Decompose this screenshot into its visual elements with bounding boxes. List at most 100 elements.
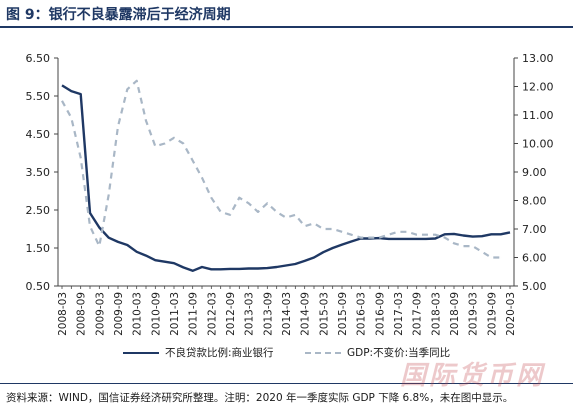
data-point-gdp <box>257 211 259 213</box>
series-layer <box>61 79 511 272</box>
data-point-gdp <box>173 137 175 139</box>
data-point-gdp <box>61 100 63 102</box>
left-tick-label: 2.50 <box>26 204 51 217</box>
legend-swatch-gdp <box>305 352 341 354</box>
data-point-gdp <box>406 231 408 233</box>
data-point-npl <box>453 233 455 235</box>
left-tick-label: 3.50 <box>26 166 51 179</box>
data-point-gdp <box>481 251 483 253</box>
data-point-gdp <box>201 177 203 179</box>
right-tick-label: 11.00 <box>522 109 554 122</box>
data-point-npl <box>388 238 390 240</box>
data-point-npl <box>257 268 259 270</box>
x-axis: 2008-03 2008-09 2009-03 2009-09 2010-03 2010-… <box>57 285 517 336</box>
data-point-npl <box>304 260 306 262</box>
data-point-gdp <box>472 245 474 247</box>
data-point-npl <box>425 238 427 240</box>
x-tick-label: 2017-09 <box>412 292 424 336</box>
source-rule <box>0 383 573 384</box>
series-line-npl <box>61 84 511 272</box>
left-tick-label: 6.50 <box>26 52 51 65</box>
data-point-gdp <box>154 145 156 147</box>
data-point-gdp <box>126 88 128 90</box>
data-point-gdp <box>453 242 455 244</box>
right-tick-label: 8.00 <box>522 195 547 208</box>
left-y-axis: 0.50 1.50 2.50 3.50 4.50 5.50 6.50 <box>26 52 59 293</box>
x-tick-label: 2020-03 <box>505 292 517 336</box>
data-point-gdp <box>444 237 446 239</box>
right-tick-label: 13.00 <box>522 52 554 65</box>
data-point-npl <box>80 93 82 95</box>
data-point-npl <box>397 238 399 240</box>
x-tick-label: 2014-03 <box>281 292 293 336</box>
data-point-gdp <box>462 245 464 247</box>
data-point-gdp <box>304 225 306 227</box>
data-point-npl <box>462 234 464 236</box>
data-point-gdp <box>89 225 91 227</box>
x-tick-label: 2017-03 <box>393 292 405 336</box>
left-tick-label: 5.50 <box>26 90 51 103</box>
data-point-npl <box>350 241 352 243</box>
data-point-gdp <box>276 211 278 213</box>
x-tick-label: 2009-03 <box>94 292 106 336</box>
data-point-gdp <box>266 202 268 204</box>
data-point-npl <box>70 90 72 92</box>
data-point-npl <box>173 262 175 264</box>
data-point-npl <box>406 238 408 240</box>
data-point-npl <box>210 268 212 270</box>
data-point-npl <box>285 264 287 266</box>
right-tick-label: 10.00 <box>522 138 554 151</box>
chart-legend: 不良贷款比例:商业银行 GDP:不变价:当季同比 <box>0 343 573 363</box>
data-point-npl <box>276 266 278 268</box>
data-point-npl <box>472 236 474 238</box>
left-tick-label: 0.50 <box>26 280 51 293</box>
data-point-gdp <box>425 234 427 236</box>
data-point-npl <box>182 266 184 268</box>
data-point-npl <box>164 261 166 263</box>
data-point-gdp <box>182 143 184 145</box>
right-tick-label: 6.00 <box>522 252 547 265</box>
x-tick-label: 2019-09 <box>486 292 498 336</box>
data-point-npl <box>341 244 343 246</box>
right-tick-label: 5.00 <box>522 280 547 293</box>
right-tick-label: 9.00 <box>522 166 547 179</box>
legend-label-gdp: GDP:不变价:当季同比 <box>347 347 451 359</box>
right-tick-label: 7.00 <box>522 223 547 236</box>
data-point-npl <box>416 238 418 240</box>
data-point-gdp <box>70 117 72 119</box>
legend-label-npl: 不良贷款比例:商业银行 <box>165 347 274 359</box>
data-point-npl <box>500 233 502 235</box>
data-point-npl <box>192 270 194 272</box>
data-point-npl <box>136 251 138 253</box>
data-point-gdp <box>397 231 399 233</box>
data-point-npl <box>98 226 100 228</box>
x-tick-label: 2012-03 <box>206 292 218 336</box>
data-point-gdp <box>490 257 492 259</box>
x-tick-label: 2019-03 <box>468 292 480 336</box>
data-point-gdp <box>164 143 166 145</box>
x-tick-label: 2008-09 <box>76 292 88 336</box>
data-point-gdp <box>388 234 390 236</box>
data-point-npl <box>444 233 446 235</box>
data-point-gdp <box>117 125 119 127</box>
data-point-gdp <box>248 202 250 204</box>
data-point-gdp <box>369 237 371 239</box>
data-point-gdp <box>238 197 240 199</box>
data-point-gdp <box>332 228 334 230</box>
series-line-gdp <box>61 79 501 259</box>
data-point-npl <box>229 268 231 270</box>
title-rule <box>0 26 573 28</box>
data-point-npl <box>201 266 203 268</box>
x-tick-label: 2009-09 <box>113 292 125 336</box>
x-tick-label: 2016-09 <box>374 292 386 336</box>
x-tick-label: 2012-09 <box>225 292 237 336</box>
data-point-npl <box>238 268 240 270</box>
data-point-gdp <box>285 217 287 219</box>
x-tick-label: 2011-03 <box>169 292 181 336</box>
data-point-npl <box>490 233 492 235</box>
data-point-npl <box>145 255 147 257</box>
data-point-gdp <box>322 228 324 230</box>
data-point-npl <box>313 257 315 259</box>
left-tick-label: 1.50 <box>26 242 51 255</box>
data-point-npl <box>509 231 511 233</box>
